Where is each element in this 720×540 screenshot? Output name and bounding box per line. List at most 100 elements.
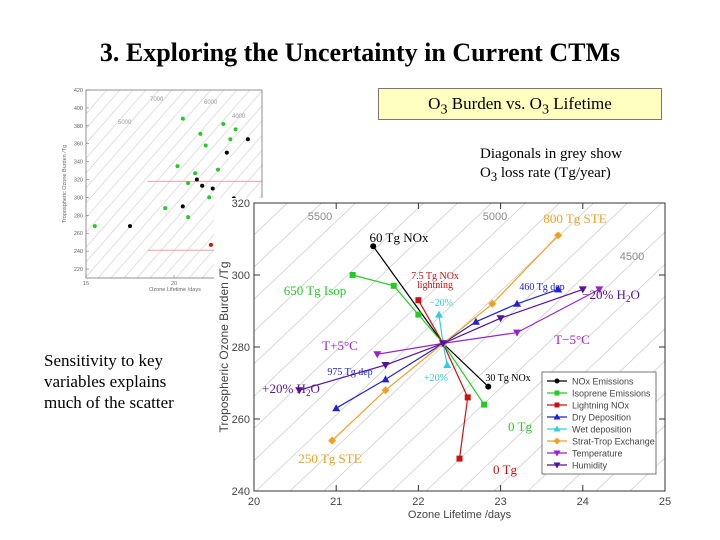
main-xtick-label: 22 xyxy=(412,496,424,508)
series-line xyxy=(377,288,600,355)
main-ytick-label: 300 xyxy=(232,270,250,282)
bg-ytick-label: 280 xyxy=(74,213,83,219)
main-diagonal-line xyxy=(698,83,720,491)
series-point xyxy=(595,286,604,294)
bg-diagonal-line xyxy=(86,90,238,263)
bg-model-point xyxy=(175,164,180,169)
annotation-text: 650 Tg Isop xyxy=(284,283,347,298)
legend-label: Dry Deposition xyxy=(572,413,631,423)
bg-ytick-label: 360 xyxy=(74,142,83,148)
chart-annotation: −20% H2O xyxy=(582,287,640,304)
chart-annotation: 975 Tg dep xyxy=(327,367,372,378)
bg-diagonal-line xyxy=(162,164,262,278)
legend-box xyxy=(541,371,657,475)
annotation-text: lightning xyxy=(417,280,453,291)
diagonals-note: Diagonals in grey show O3 loss rate (Tg/… xyxy=(480,145,622,187)
main-diagonal-label: 5500 xyxy=(308,211,332,223)
main-yaxis-label: Tropospheric Ozone Burden /Tg xyxy=(217,262,231,433)
bg-diagonal-line xyxy=(97,90,262,278)
bg-ytick-label: 240 xyxy=(74,249,83,255)
series-point xyxy=(496,315,505,323)
callout-text-end: Lifetime xyxy=(549,94,612,113)
bg-diagonal-line xyxy=(136,134,262,278)
sensitivity-note-line2: variables explains xyxy=(44,372,167,391)
bg-xtick-label: 15 xyxy=(83,281,89,287)
diag-note-rest: loss rate (Tg/year) xyxy=(497,165,611,181)
bg-diagonal-line xyxy=(86,90,160,174)
legend-label: Isoprene Emissions xyxy=(572,389,651,399)
annotation-text: +20% H xyxy=(262,381,306,396)
series-point xyxy=(513,329,522,337)
bg-model-point xyxy=(203,143,208,148)
bg-model-point xyxy=(198,131,203,136)
main-annotations: 800 Tg STE 60 Tg NOx 650 Tg Isop 7.5 Tg NOx… xyxy=(262,211,640,477)
main-xtick-label: 20 xyxy=(248,496,260,508)
series-point xyxy=(415,297,422,304)
bg-model-point xyxy=(224,150,229,155)
annotation-text: 0 Tg xyxy=(508,419,532,434)
legend-label: NOx Emissions xyxy=(572,377,634,387)
bg-model-point xyxy=(194,177,199,182)
legend-label: Strat-Trop Exchange xyxy=(572,437,655,447)
annotation-text: −20% H xyxy=(582,287,626,302)
main-series xyxy=(295,231,604,462)
main-ytick-label: 320 xyxy=(232,198,250,210)
series-point xyxy=(434,310,443,318)
chart-annotation: +20% H2O xyxy=(262,381,320,398)
series-point xyxy=(443,361,452,368)
main-diagonal-line xyxy=(254,203,357,300)
annotation-sub: 2 xyxy=(626,294,631,304)
annotation-text: 460 Tg dep xyxy=(519,282,564,293)
bg-diagonal-line xyxy=(175,179,262,278)
series-point xyxy=(328,436,337,445)
main-diagonal-line xyxy=(459,295,665,491)
bg-model-point xyxy=(210,186,215,191)
main-xtick-label: 24 xyxy=(577,496,589,508)
bg-model-point xyxy=(208,242,213,247)
bg-diagonal-label: 4000 xyxy=(232,114,246,120)
bg-model-point xyxy=(186,215,191,220)
bg-model-point xyxy=(92,224,97,229)
chart-annotation: 7.5 Tg NOx xyxy=(411,271,459,282)
bg-ytick-label: 380 xyxy=(74,124,83,130)
main-ytick-label: 240 xyxy=(232,486,250,498)
legend-label: Lightning NOx xyxy=(572,401,630,411)
annotation-text: 0 Tg xyxy=(493,462,517,477)
series-point xyxy=(554,231,563,240)
series-point xyxy=(464,394,471,401)
main-diagonal-line xyxy=(323,203,629,491)
bg-ytick-label: 400 xyxy=(74,106,83,112)
series-point xyxy=(295,387,304,395)
chart-annotation: 800 Tg STE xyxy=(543,211,606,226)
legend-label: Humidity xyxy=(572,461,608,471)
legend-marker xyxy=(553,413,561,420)
sensitivity-note: Sensitivity to key variables explains mu… xyxy=(44,350,174,413)
main-xaxis-label: Ozone Lifetime /days xyxy=(408,509,512,521)
main-diagonal-line xyxy=(254,203,459,397)
main-diagonal-line xyxy=(425,263,665,491)
main-xtick-label: 23 xyxy=(494,496,506,508)
callout-sub-b: 3 xyxy=(541,101,550,118)
bg-model-point xyxy=(163,206,168,211)
legend-marker xyxy=(553,450,561,457)
main-diagonal-line xyxy=(391,231,665,491)
bg-xtick-label: 20 xyxy=(171,281,177,287)
bg-ytick-label: 220 xyxy=(74,267,83,273)
bg-ytick-label: 300 xyxy=(74,195,83,201)
series-line xyxy=(417,299,469,459)
series-line xyxy=(335,288,559,409)
burden-lifetime-callout: O3 Burden vs. O3 Lifetime xyxy=(378,88,662,120)
annotation-text: T+5°C xyxy=(322,338,358,353)
main-diagonal-line xyxy=(255,203,561,491)
annotation-text: 975 Tg dep xyxy=(327,367,372,378)
series-point xyxy=(381,362,390,369)
bg-model-point xyxy=(216,167,220,172)
bg-model-point xyxy=(193,171,198,176)
legend-marker xyxy=(554,378,560,384)
annotation-text: 250 Tg STE xyxy=(298,451,361,466)
annotation-text: 800 Tg STE xyxy=(543,211,606,226)
chart-annotation: 30 Tg NOx xyxy=(485,373,530,384)
bg-xaxis-label: Ozone Lifetime /days xyxy=(149,287,201,293)
series-point xyxy=(513,299,522,307)
bg-model-point xyxy=(228,137,233,142)
